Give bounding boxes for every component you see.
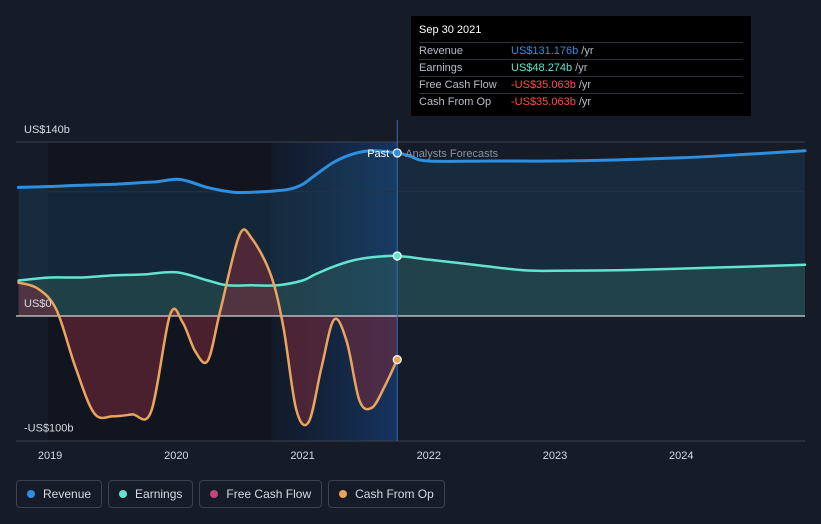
x-tick-label: 2020: [164, 450, 188, 462]
tooltip-value: US$131.176b: [511, 45, 579, 57]
revenue-point: [392, 148, 402, 158]
y-tick-label: US$0: [24, 298, 52, 310]
forecast-label: Analysts Forecasts: [405, 148, 498, 160]
free-cash-flow-dot-icon: [210, 490, 219, 498]
tooltip-date: Sep 30 2021: [419, 24, 482, 36]
tooltip-unit: /yr: [578, 79, 592, 91]
tooltip-label: Earnings: [419, 62, 463, 74]
earnings-dot-icon: [119, 490, 128, 498]
tooltip-unit: /yr: [575, 62, 588, 74]
cash-from-op-area: [18, 229, 398, 426]
tooltip-value: -US$35.063b: [511, 79, 576, 91]
legend-label: Cash From Op: [355, 487, 434, 501]
cash-from-op-dot-icon: [339, 490, 348, 498]
legend-item-revenue[interactable]: Revenue: [16, 480, 103, 508]
tooltip: Sep 30 2021 Revenue US$131.176b /yr Earn…: [411, 16, 751, 116]
legend-item-cash-from-op[interactable]: Cash From Op: [328, 480, 445, 508]
tooltip-label: Cash From Op: [419, 96, 492, 108]
y-tick-label: US$140b: [24, 124, 70, 136]
cash-from-op-line: [17, 228, 399, 427]
tooltip-row-revenue: Revenue US$131.176b /yr: [419, 42, 743, 59]
earnings-point: [392, 251, 402, 261]
tooltip-label: Free Cash Flow: [419, 79, 497, 91]
x-tick-label: 2023: [543, 450, 567, 462]
tooltip-row-earnings: Earnings US$48.274b /yr: [419, 59, 743, 76]
legend-item-free-cash-flow[interactable]: Free Cash Flow: [199, 480, 323, 508]
tooltip-unit: /yr: [578, 96, 592, 108]
legend-label: Revenue: [43, 487, 92, 501]
legend-label: Earnings: [135, 487, 183, 501]
tooltip-label: Revenue: [419, 45, 464, 57]
tooltip-value: US$48.274b: [511, 62, 573, 74]
x-tick-label: 2022: [417, 450, 441, 462]
tooltip-value: -US$35.063b: [511, 96, 576, 108]
x-tick-label: 2024: [669, 450, 693, 462]
revenue-dot-icon: [27, 490, 35, 498]
cash-from-op-point: [392, 355, 402, 365]
y-tick-label: -US$100b: [24, 422, 74, 434]
past-label: Past: [367, 148, 389, 160]
x-tick-label: 2019: [38, 450, 62, 462]
legend-label: Free Cash Flow: [226, 487, 312, 501]
tooltip-row-cash-from-op: Cash From Op -US$35.063b /yr: [419, 93, 743, 110]
x-tick-label: 2021: [290, 450, 314, 462]
tooltip-row-free-cash-flow: Free Cash Flow -US$35.063b /yr: [419, 76, 743, 93]
earnings-line: [17, 254, 807, 287]
revenue-line: [17, 149, 807, 195]
legend-item-earnings[interactable]: Earnings: [108, 480, 194, 508]
legend: Revenue Earnings Free Cash Flow Cash Fro…: [16, 480, 445, 508]
tooltip-unit: /yr: [581, 45, 594, 57]
